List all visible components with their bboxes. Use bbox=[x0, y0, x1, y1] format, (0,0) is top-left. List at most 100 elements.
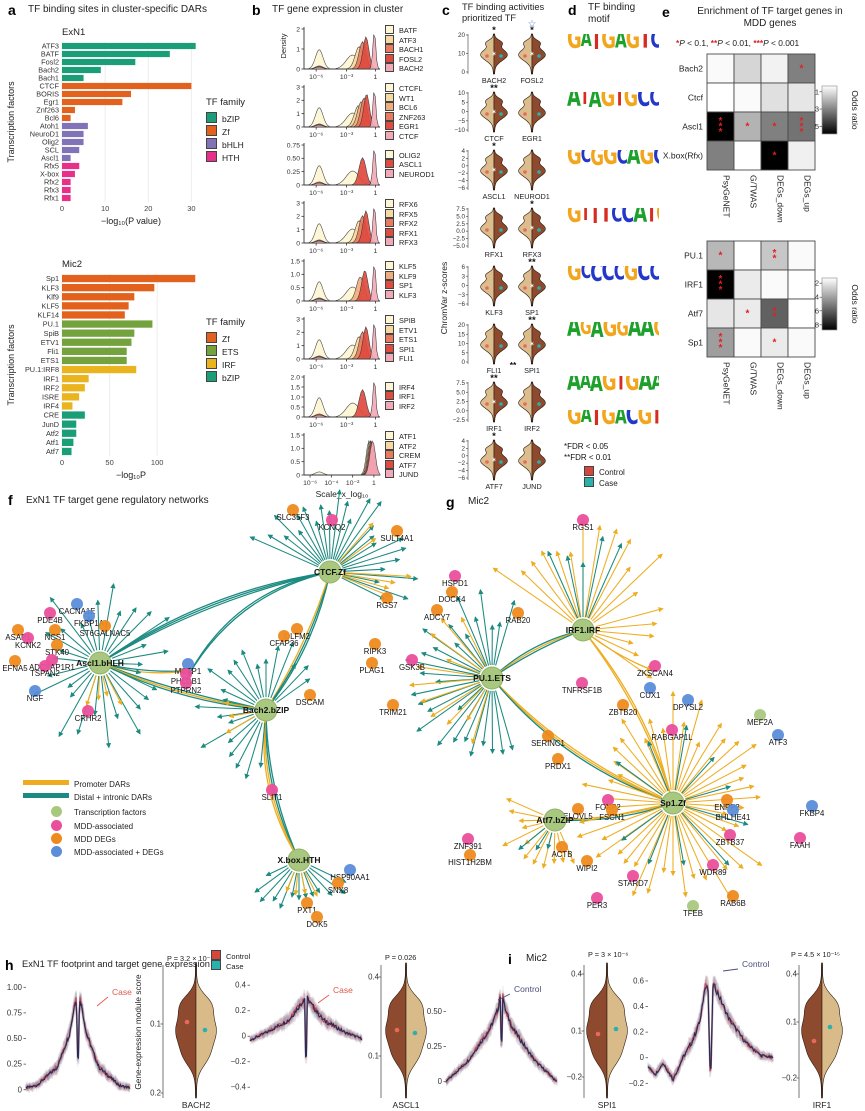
control-case-legend-h: Control Case bbox=[211, 950, 250, 971]
y-tick: 10 bbox=[458, 341, 466, 348]
violin-RFX1 bbox=[493, 207, 508, 249]
edge-bundle bbox=[491, 677, 675, 805]
sig-ATF7: * bbox=[492, 431, 496, 442]
cell-Ascl1-G/TWAS bbox=[733, 111, 762, 142]
edge-ray bbox=[594, 635, 639, 657]
edge-ray bbox=[683, 743, 757, 796]
density-legend-3: OLIG2 ASCL1 NEUROD1 bbox=[385, 149, 435, 179]
y-tick: 1.00 bbox=[7, 983, 23, 992]
case-mean-dot bbox=[499, 286, 503, 290]
y-tick: 0.4 bbox=[633, 1002, 645, 1011]
y-axis-label: Transcription factors bbox=[6, 81, 16, 163]
case-mean-dot bbox=[537, 112, 541, 116]
x-tick: 100 bbox=[151, 458, 164, 467]
edge-ray bbox=[595, 630, 655, 639]
case-mean-dot bbox=[827, 1024, 833, 1030]
edge-ray bbox=[342, 557, 401, 571]
edge-ray bbox=[227, 669, 258, 701]
gene-node-BHLHE41 bbox=[727, 804, 739, 816]
legend-swatch bbox=[211, 950, 221, 960]
gene-node-SNX8 bbox=[332, 877, 344, 889]
tf-label: NeuroD1 bbox=[30, 130, 59, 139]
edge-ray bbox=[680, 738, 726, 794]
y-tick: 0.2 bbox=[235, 1006, 246, 1015]
gene-node-TFEB bbox=[687, 900, 699, 912]
gene-node-MCTP1 bbox=[182, 658, 194, 670]
edge-ray bbox=[454, 642, 483, 670]
violin-ASCL1 bbox=[493, 149, 508, 191]
legend-swatch bbox=[584, 477, 594, 487]
edge-ray bbox=[106, 607, 137, 653]
col-label-DEGs_down: DEGs_down bbox=[776, 362, 786, 410]
gene-label-OLFM2: OLFM2 bbox=[284, 632, 310, 641]
y-tick: 0.75 bbox=[7, 1008, 23, 1017]
legend-item: MDD-associated bbox=[23, 819, 164, 833]
legend-swatch bbox=[385, 218, 394, 227]
bar-Bach2 bbox=[62, 66, 101, 74]
edge-ray bbox=[298, 529, 323, 562]
violin-ASCL1 bbox=[405, 962, 427, 1099]
mean-star: ✶ bbox=[529, 224, 535, 232]
case-mean-dot bbox=[613, 1026, 619, 1032]
bar-ETS1 bbox=[62, 356, 127, 365]
y-tick: 4 bbox=[461, 148, 465, 155]
col-label-PsyGeNET: PsyGeNET bbox=[722, 362, 732, 405]
density-legend-2: CTCFL WT1 BCL6 ZNF263 EGR1 CTCF bbox=[385, 83, 425, 141]
edge-ray bbox=[342, 572, 419, 582]
motif-letter: G bbox=[601, 376, 617, 398]
edge-ray bbox=[481, 690, 491, 747]
edge-ray bbox=[685, 805, 729, 816]
edge-ray bbox=[112, 665, 142, 675]
y-tick: 0 bbox=[296, 298, 300, 305]
y-tick: −2 bbox=[458, 170, 466, 177]
footprint-annotation: Control bbox=[514, 984, 542, 994]
edge-ray bbox=[285, 871, 295, 892]
edge-ray bbox=[416, 664, 480, 677]
sig-star: * bbox=[719, 285, 723, 296]
edge-bundle bbox=[582, 629, 675, 805]
edge-ray bbox=[420, 681, 480, 704]
gene-node-PTPRN2 bbox=[180, 677, 192, 689]
legend-swatch bbox=[385, 450, 394, 459]
panel-g-title: Mic2 bbox=[468, 496, 490, 507]
density-curve-IRF2 bbox=[304, 382, 381, 418]
panel-c-title: TF binding activities prioritized TF bbox=[462, 2, 545, 23]
y-tick: 0 bbox=[296, 66, 300, 73]
gene-label-DOCK4: DOCK4 bbox=[439, 595, 467, 604]
legend-swatch bbox=[385, 469, 394, 478]
y-tick: −2.5 bbox=[453, 417, 466, 424]
edge-ray bbox=[584, 524, 602, 618]
tf-label: CTCF bbox=[40, 82, 60, 91]
y-tick: 2 bbox=[296, 26, 300, 33]
panel-h-title: ExN1 TF footprint and target gene expres… bbox=[22, 959, 210, 969]
legend-swatch bbox=[385, 149, 394, 159]
edge-ray bbox=[578, 805, 661, 825]
odds-ratio-label: Odds ratio bbox=[850, 284, 860, 323]
motif-letter: A bbox=[580, 34, 592, 53]
y-tick: 0 bbox=[461, 69, 465, 76]
gene-label-RAB6B: RAB6B bbox=[720, 899, 746, 908]
motif-letter: G bbox=[602, 150, 618, 172]
gene-node-FOXP2 bbox=[602, 794, 614, 806]
row-label-PU.1: PU.1 bbox=[684, 251, 703, 261]
edge-ray bbox=[684, 808, 728, 831]
legend-item: Case bbox=[584, 477, 625, 488]
edge-ray bbox=[101, 582, 116, 651]
mean-star: ✶ bbox=[529, 50, 535, 58]
gene-node-DSCAM bbox=[304, 689, 316, 701]
gene-node-ST6GALNAC5 bbox=[99, 620, 111, 632]
edge-ray bbox=[473, 616, 490, 666]
violin-RFX3 bbox=[518, 207, 533, 249]
chart-subtitle-Mic2: Mic2 bbox=[62, 259, 82, 270]
edge-ray bbox=[432, 647, 481, 673]
legend-swatch bbox=[385, 53, 394, 63]
violin-SPI1 bbox=[531, 323, 546, 365]
y-tick: −2.5 bbox=[453, 236, 466, 243]
edge-ray bbox=[105, 674, 123, 706]
gene-label-ACTB: ACTB bbox=[552, 850, 573, 859]
edge-ray bbox=[595, 632, 634, 645]
case-mean-dot bbox=[202, 1027, 208, 1033]
y-tick: 5.0 bbox=[456, 389, 465, 396]
tf-hub-Sp1.Zf bbox=[661, 791, 685, 815]
sig-star: * bbox=[773, 338, 777, 349]
